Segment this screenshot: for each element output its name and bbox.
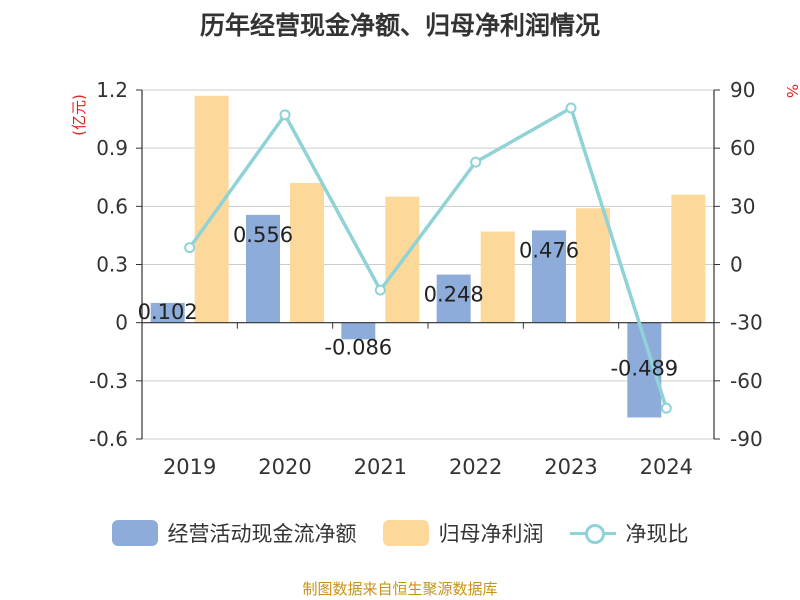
y-left-tick-label: -0.3	[89, 369, 128, 393]
x-tick-label: 2020	[258, 455, 311, 479]
legend-label-operating-cashflow: 经营活动现金流净额	[167, 522, 357, 546]
y-right-tick-label: 30	[730, 194, 755, 218]
point-cash-ratio	[374, 284, 386, 296]
bar-operating-cashflow	[436, 274, 471, 323]
x-tick-label: 2019	[163, 455, 216, 479]
y-left-tick-label: 0.9	[96, 136, 128, 160]
x-tick-label: 2022	[449, 455, 502, 479]
source-note: 制图数据来自恒生聚源数据库	[302, 580, 498, 598]
legend-swatch-operating-cashflow	[111, 520, 158, 546]
data-label-operating-cashflow: -0.086	[324, 335, 392, 359]
chart-title: 历年经营现金净额、归母净利润情况	[199, 11, 600, 40]
data-label-operating-cashflow: -0.489	[610, 356, 678, 380]
legend-swatch-net-profit	[382, 520, 429, 546]
bar-net-profit	[290, 183, 324, 323]
y-right-tick-label: -60	[730, 369, 763, 393]
data-label-operating-cashflow: 0.248	[424, 283, 484, 307]
y-right-tick-label: 90	[730, 78, 755, 102]
legend: 经营活动现金流净额 归母净利润 净现比	[0, 518, 800, 548]
legend-item-net-profit[interactable]: 归母净利润	[382, 518, 544, 548]
data-label-operating-cashflow: 0.102	[138, 300, 198, 324]
bar-operating-cashflow	[150, 302, 185, 323]
y-right-axis-title: %	[783, 84, 800, 98]
legend-item-cash-ratio[interactable]: 净现比	[569, 518, 689, 548]
bar-net-profit	[671, 194, 706, 323]
y-left-tick-label: 0.3	[96, 253, 128, 277]
legend-label-net-profit: 归母净利润	[438, 522, 544, 546]
legend-label-cash-ratio: 净现比	[625, 522, 689, 546]
y-left-tick-label: 1.2	[96, 78, 128, 102]
point-cash-ratio	[660, 402, 672, 414]
y-left-tick-label: 0.6	[96, 194, 128, 218]
y-left-axis-title: (亿元)	[70, 94, 88, 136]
y-right-tick-label: -30	[730, 311, 763, 335]
legend-swatch-cash-ratio	[569, 520, 616, 546]
y-right-tick-label: 0	[730, 253, 743, 277]
point-cash-ratio	[279, 109, 291, 121]
x-tick-label: 2021	[354, 455, 407, 479]
bar-net-profit	[480, 231, 515, 323]
point-cash-ratio	[184, 242, 196, 254]
x-tick-label: 2023	[544, 455, 597, 479]
bar-operating-cashflow	[341, 322, 376, 340]
bar-net-profit	[576, 208, 610, 323]
bar-net-profit	[194, 95, 229, 323]
legend-item-operating-cashflow[interactable]: 经营活动现金流净额	[111, 518, 357, 548]
point-cash-ratio	[470, 156, 482, 168]
bar-operating-cashflow	[246, 214, 280, 323]
bar-operating-cashflow	[532, 230, 566, 323]
data-label-operating-cashflow: 0.556	[233, 223, 293, 247]
point-cash-ratio	[565, 102, 577, 114]
y-left-tick-label: -0.6	[89, 427, 128, 451]
y-right-tick-label: -90	[730, 427, 763, 451]
y-right-tick-label: 60	[730, 136, 755, 160]
line-cash-ratio	[188, 106, 669, 409]
x-tick-label: 2024	[640, 455, 693, 479]
data-label-operating-cashflow: 0.476	[519, 238, 579, 262]
y-left-tick-label: 0	[115, 311, 128, 335]
